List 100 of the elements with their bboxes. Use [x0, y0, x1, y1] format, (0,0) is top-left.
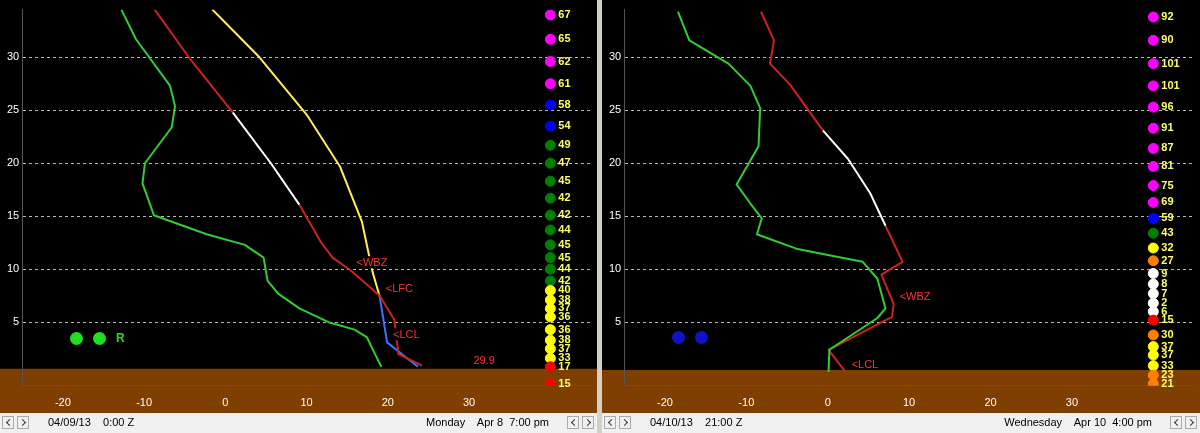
x-tick-label: 30	[463, 396, 476, 409]
y-tick-label: 5	[615, 315, 622, 328]
annotation: 62	[558, 54, 571, 67]
point	[544, 224, 556, 236]
x-tick-label: 20	[381, 396, 394, 409]
point	[544, 263, 556, 275]
annotation: 15	[1161, 313, 1174, 326]
point	[1147, 314, 1159, 326]
annotation: 61	[558, 76, 571, 89]
point	[1147, 11, 1159, 23]
y-tick-label: 10	[608, 262, 622, 275]
y-tick-label: 20	[6, 156, 20, 169]
annotation: <LCL	[851, 357, 879, 370]
x-tick-label: 0	[222, 396, 229, 409]
point	[544, 239, 556, 251]
point	[1147, 180, 1159, 192]
point	[544, 284, 556, 296]
annotation: 59	[1161, 211, 1174, 224]
x-tick-label: -10	[738, 396, 755, 409]
point	[1147, 227, 1159, 239]
annotation: 67	[558, 7, 571, 20]
text: 04/10/13 21:00 Z	[650, 416, 743, 428]
annotation: 40	[558, 283, 571, 296]
annotation: 43	[1161, 226, 1174, 239]
point	[1147, 242, 1159, 254]
annotation: 91	[1161, 121, 1174, 134]
point	[544, 324, 556, 336]
y-tick-label: 25	[608, 103, 622, 116]
annotation: 87	[1161, 141, 1174, 154]
point	[1147, 288, 1159, 300]
annotation: 33	[1161, 358, 1174, 371]
annotation: <WBZ	[899, 289, 931, 302]
y-tick-label: 25	[6, 103, 20, 116]
text: Monday Apr 8 7:00 pm	[426, 416, 549, 428]
y-tick-label: 15	[6, 209, 20, 222]
x-tick-label: 0	[824, 396, 831, 409]
point	[1147, 122, 1159, 134]
annotation: 101	[1161, 56, 1180, 69]
x-tick-label: -20	[656, 396, 673, 409]
point	[1147, 360, 1159, 372]
point	[544, 9, 556, 21]
x-tick-label: 30	[1065, 396, 1079, 409]
point	[1147, 160, 1159, 172]
point	[544, 175, 556, 187]
annotation: 69	[1161, 195, 1174, 208]
point	[544, 252, 556, 264]
point	[1147, 212, 1159, 224]
text: Wednesday Apr 10 4:00 pm	[1004, 416, 1152, 428]
annotation: 45	[558, 174, 571, 187]
annotation: 15	[558, 376, 571, 389]
x-tick-label: -20	[54, 396, 71, 409]
x-tick-label: 10	[300, 396, 313, 409]
annotation: 42	[558, 191, 571, 204]
y-tick-label: 15	[608, 209, 622, 222]
point	[1147, 267, 1159, 279]
annotation: 29.9	[473, 354, 495, 367]
point	[544, 343, 556, 355]
annotation: 42	[558, 273, 571, 286]
point	[544, 120, 556, 132]
point	[544, 275, 556, 287]
y-tick-label: 10	[6, 262, 20, 275]
annotation: R	[116, 331, 125, 345]
y-tick-label: 30	[6, 50, 20, 63]
point	[1147, 101, 1159, 113]
y-tick-label: 20	[608, 156, 622, 169]
annotation: 32	[1161, 241, 1174, 254]
annotation: 49	[558, 138, 571, 151]
point	[544, 99, 556, 111]
annotation: 30	[1161, 327, 1174, 340]
point	[544, 33, 556, 45]
annotation: 90	[1161, 33, 1174, 46]
annotation: 36	[558, 322, 571, 335]
text: 04/09/13 0:00 Z	[48, 416, 135, 428]
point	[544, 209, 556, 221]
point	[544, 361, 556, 373]
point	[544, 311, 556, 323]
annotation: 81	[1161, 159, 1174, 172]
annotation: 75	[1161, 178, 1174, 191]
point	[544, 192, 556, 204]
annotation: 27	[1161, 253, 1174, 266]
point	[1147, 142, 1159, 154]
annotation: 92	[1161, 10, 1174, 23]
annotation: 58	[558, 98, 571, 111]
point	[544, 139, 556, 151]
annotation: <LFC	[385, 282, 414, 295]
point	[1147, 58, 1159, 70]
annotation: 54	[558, 119, 572, 132]
point	[544, 56, 556, 68]
annotation: 45	[558, 250, 571, 263]
y-tick-label: 30	[608, 50, 622, 63]
point	[1147, 34, 1159, 46]
annotation: 44	[558, 262, 572, 275]
annotation: 9	[1161, 266, 1168, 279]
annotation: 45	[558, 237, 571, 250]
annotation: 96	[1161, 100, 1174, 113]
annotation: <WBZ	[356, 255, 388, 268]
point	[1147, 255, 1159, 267]
annotation: 42	[558, 208, 571, 221]
annotation: 23	[1161, 368, 1174, 381]
x-tick-label: 10	[902, 396, 916, 409]
